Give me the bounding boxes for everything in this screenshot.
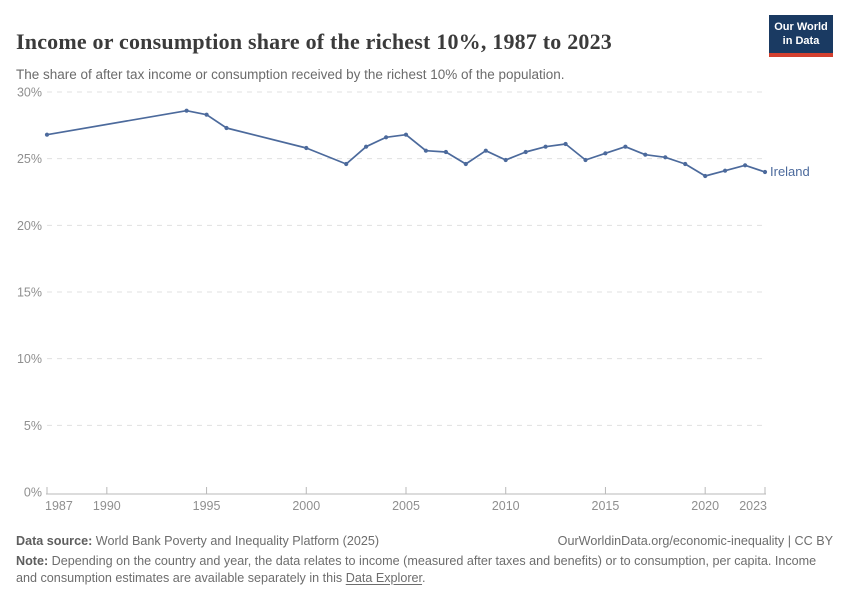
data-point-2013	[563, 141, 568, 147]
data-point-2006	[423, 148, 428, 153]
data-point-2003	[364, 144, 369, 149]
chart-footer: Data source: World Bank Poverty and Ineq…	[16, 534, 833, 587]
owid-url-link[interactable]: OurWorldinData.org/economic-inequality |…	[557, 534, 833, 548]
data-point-1987	[44, 132, 50, 137]
data-point-2009	[483, 148, 488, 153]
x-tick-label-1987: 1987	[45, 499, 73, 513]
y-tick-label-10: 10%	[17, 352, 42, 366]
y-tick-label-5: 5%	[24, 419, 42, 433]
owid-logo-line2: in Data	[782, 34, 820, 47]
data-point-2010	[503, 157, 508, 163]
data-point-2019	[683, 161, 688, 167]
note-text: Depending on the country and year, the d…	[16, 554, 817, 585]
data-point-2000	[304, 145, 309, 151]
series-label-ireland: Ireland	[770, 164, 810, 179]
owid-logo-line1: Our World	[774, 21, 828, 33]
x-tick-label-2010: 2010	[492, 499, 520, 513]
data-point-2023	[762, 169, 768, 175]
data-point-2007	[443, 149, 448, 155]
x-tick-label-1990: 1990	[93, 499, 121, 513]
x-tick-label-2020: 2020	[691, 499, 719, 513]
data-point-2004	[384, 135, 389, 140]
x-tick-label-1995: 1995	[193, 499, 221, 513]
y-tick-label-0: 0%	[24, 486, 42, 500]
data-explorer-link[interactable]: Data Explorer	[345, 571, 423, 585]
y-tick-label-25: 25%	[17, 152, 42, 166]
data-point-2020	[703, 173, 708, 179]
data-point-1996	[224, 125, 229, 131]
data-point-1994	[184, 108, 189, 113]
y-tick-label-20: 20%	[17, 219, 42, 233]
data-point-2018	[663, 155, 668, 160]
data-point-1995	[204, 112, 209, 117]
data-point-2015	[603, 151, 608, 156]
data-point-2021	[723, 168, 728, 173]
note-label: Note:	[16, 554, 49, 568]
data-point-2022	[743, 163, 748, 168]
source-row: Data source: World Bank Poverty and Ineq…	[16, 534, 833, 548]
y-tick-label-30: 30%	[17, 86, 42, 100]
x-tick-label-2005: 2005	[392, 499, 420, 513]
chart-note: Note: Depending on the country and year,…	[16, 553, 833, 587]
data-point-2011	[523, 149, 528, 155]
x-tick-label-2000: 2000	[292, 499, 320, 513]
note-period: .	[422, 571, 426, 585]
ireland-line	[46, 109, 766, 177]
data-point-2008	[463, 161, 468, 167]
owid-logo[interactable]: Our World in Data	[769, 15, 833, 57]
data-source: Data source: World Bank Poverty and Ineq…	[16, 534, 379, 548]
x-tick-label-2015: 2015	[592, 499, 620, 513]
data-point-2002	[344, 161, 349, 167]
x-tick-label-2023: 2023	[739, 499, 767, 513]
data-point-2005	[403, 132, 409, 137]
data-source-label: Data source:	[16, 534, 93, 548]
chart-subtitle: The share of after tax income or consump…	[16, 66, 565, 82]
data-source-text: World Bank Poverty and Inequality Platfo…	[92, 534, 380, 548]
chart-plot: 0% 5% 10% 15% 20% 25% 30% 1987 1990 1995 2000 2005 2…	[17, 86, 810, 514]
y-tick-label-15: 15%	[17, 286, 42, 300]
data-point-2017	[643, 152, 648, 157]
data-point-2014	[583, 157, 588, 163]
data-point-2016	[623, 144, 628, 149]
page-title: Income or consumption share of the riche…	[16, 28, 612, 54]
data-point-2012	[543, 144, 548, 149]
